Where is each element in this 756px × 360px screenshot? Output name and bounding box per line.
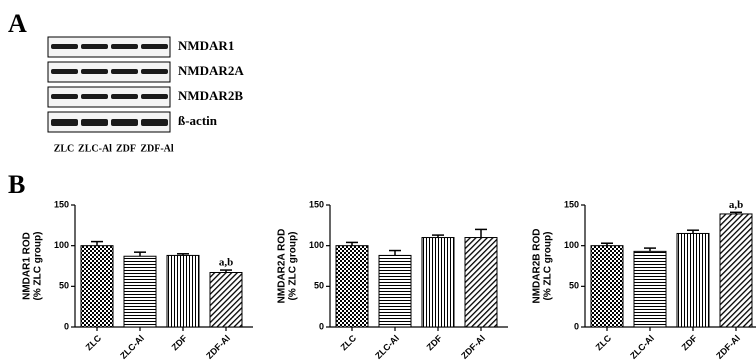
blot-band bbox=[81, 44, 108, 49]
bar bbox=[634, 251, 666, 327]
bar bbox=[379, 255, 411, 327]
y-tick-label: 100 bbox=[564, 240, 579, 250]
blot-band bbox=[111, 94, 138, 99]
blot-band bbox=[141, 69, 168, 74]
y-tick-label: 150 bbox=[564, 199, 579, 209]
blot-band bbox=[141, 119, 168, 126]
lane-label: ZLC bbox=[54, 143, 75, 154]
x-tick-label: ZDF bbox=[170, 333, 190, 353]
lane-label: ZDF bbox=[116, 143, 136, 154]
bar bbox=[167, 255, 199, 327]
bar bbox=[422, 238, 454, 327]
blot-band bbox=[81, 69, 108, 74]
bar bbox=[465, 238, 497, 327]
panel-letter: B bbox=[8, 170, 25, 199]
bar bbox=[591, 246, 623, 327]
y-axis-label: NMDAR1 ROD bbox=[22, 232, 33, 300]
y-tick-label: 150 bbox=[309, 199, 324, 209]
y-tick-label: 0 bbox=[574, 321, 579, 331]
blot-label: ß-actin bbox=[178, 113, 218, 128]
x-tick-label: ZLC bbox=[84, 333, 104, 353]
y-axis-label: NMDAR2A ROD bbox=[277, 229, 288, 304]
page: {"panel_a": {"label": "A", "blots": ["NM… bbox=[0, 0, 756, 360]
x-tick-label: ZDF bbox=[425, 333, 445, 353]
y-tick-label: 100 bbox=[54, 240, 69, 250]
blot-band bbox=[51, 44, 78, 49]
bar bbox=[210, 273, 242, 327]
y-tick-label: 0 bbox=[319, 321, 324, 331]
error-bar bbox=[91, 242, 103, 246]
bar bbox=[720, 214, 752, 327]
x-tick-label: ZLC-Al bbox=[118, 333, 146, 360]
lane-label: ZDF-Al bbox=[140, 143, 174, 154]
x-tick-label: ZDF-Al bbox=[714, 333, 742, 360]
blot-band bbox=[111, 44, 138, 49]
blot-label: NMDAR1 bbox=[178, 38, 234, 53]
blot-band bbox=[51, 94, 78, 99]
y-tick-label: 50 bbox=[314, 281, 324, 291]
x-tick-label: ZDF-Al bbox=[204, 333, 232, 360]
error-bar bbox=[389, 251, 401, 256]
bar bbox=[124, 256, 156, 327]
significance-label: a,b bbox=[219, 257, 233, 269]
blot-band bbox=[81, 119, 108, 126]
blot-band bbox=[141, 94, 168, 99]
significance-label: a,b bbox=[729, 199, 743, 211]
y-tick-label: 0 bbox=[64, 321, 69, 331]
y-tick-label: 50 bbox=[569, 281, 579, 291]
y-tick-label: 100 bbox=[309, 240, 324, 250]
panel-letter: A bbox=[8, 9, 27, 38]
bar bbox=[677, 233, 709, 327]
y-tick-label: 150 bbox=[54, 199, 69, 209]
x-tick-label: ZLC-Al bbox=[373, 333, 401, 360]
x-tick-label: ZLC-Al bbox=[628, 333, 656, 360]
x-tick-label: ZDF bbox=[680, 333, 700, 353]
blot-band bbox=[81, 94, 108, 99]
lane-label: ZLC-Al bbox=[78, 143, 112, 154]
blot-band bbox=[51, 119, 78, 126]
blot-label: NMDAR2A bbox=[178, 63, 244, 78]
y-axis-label: (% ZLC group) bbox=[33, 232, 44, 301]
y-axis-label: NMDAR2B ROD bbox=[532, 229, 543, 304]
blot-band bbox=[111, 69, 138, 74]
y-tick-label: 50 bbox=[59, 281, 69, 291]
error-bar bbox=[134, 252, 146, 256]
blot-band bbox=[141, 44, 168, 49]
y-axis-label: (% ZLC group) bbox=[543, 232, 554, 301]
blot-band bbox=[51, 69, 78, 74]
bar bbox=[81, 246, 113, 327]
blot-label: NMDAR2B bbox=[178, 88, 243, 103]
x-tick-label: ZDF-Al bbox=[459, 333, 487, 360]
error-bar bbox=[475, 229, 487, 237]
x-tick-label: ZLC bbox=[594, 333, 614, 353]
blot-band bbox=[111, 119, 138, 126]
y-axis-label: (% ZLC group) bbox=[288, 232, 299, 301]
x-tick-label: ZLC bbox=[339, 333, 359, 353]
bar bbox=[336, 246, 368, 327]
figure: A B NMDAR1NMDAR2ANMDAR2Bß-actinZLCZLC-Al… bbox=[0, 0, 756, 360]
